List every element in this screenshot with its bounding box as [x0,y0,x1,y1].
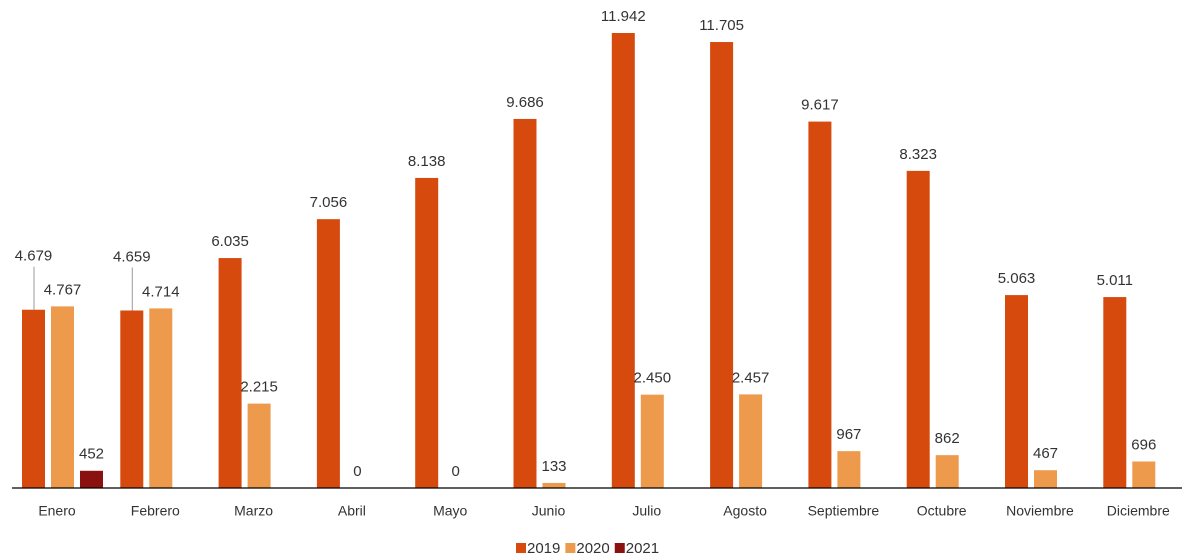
value-label: 11.705 [699,17,744,34]
bar [80,470,103,488]
value-label: 7.056 [310,194,348,211]
bar [51,306,74,488]
value-label: 967 [836,426,861,443]
x-tick-label: Noviembre [1006,503,1074,519]
value-label: 696 [1131,436,1156,453]
bar [316,219,340,488]
x-tick-label: Octubre [917,503,967,519]
value-label: 2.450 [634,370,672,387]
x-tick-label: Febrero [131,503,180,519]
value-label: 4.714 [142,283,180,300]
value-label: 452 [79,446,104,463]
value-label: 0 [452,463,460,480]
value-label: 862 [935,430,960,447]
value-label: 5.011 [1097,272,1133,289]
value-label: 467 [1033,445,1058,462]
x-tick-label: Diciembre [1107,503,1170,519]
bar [611,33,635,488]
legend-swatch [565,543,576,553]
value-label: 8.138 [408,153,446,170]
bar [247,403,271,488]
x-tick-label: Marzo [234,503,273,519]
legend-label: 2021 [626,540,659,557]
value-label: 133 [541,458,566,475]
bar [120,310,144,488]
bar [218,258,242,488]
value-label: 2.457 [732,369,770,386]
value-label: 4.679 [15,248,53,265]
x-tick-label: Enero [38,503,76,519]
bar [149,308,173,488]
bar [542,482,566,488]
bar [640,394,664,488]
value-label: 8.323 [899,146,937,163]
bar [710,42,734,488]
legend-label: 2020 [576,540,609,557]
value-label: 5.063 [998,270,1036,287]
bar [513,118,537,489]
bar [739,394,763,488]
value-label: 4.767 [44,281,82,298]
bar [1034,470,1057,488]
bar [935,455,959,488]
x-tick-label: Julio [632,503,661,519]
bar [22,309,45,488]
bar [808,121,832,488]
x-tick-label: Septiembre [808,503,880,519]
value-label: 9.686 [506,94,544,111]
bar [415,177,439,488]
x-tick-label: Abril [338,503,366,519]
bar [1103,297,1127,488]
value-label: 2.215 [240,379,278,396]
legend-swatch [614,543,625,553]
legend-label: 2019 [527,540,560,557]
x-tick-label: Agosto [723,503,767,519]
value-label: 9.617 [801,97,839,114]
bar [1132,461,1156,488]
value-label: 6.035 [211,233,249,250]
value-label: 11.942 [601,8,646,25]
x-tick-label: Mayo [433,503,467,519]
bar [837,451,861,488]
bar [1005,295,1028,488]
value-label: 4.659 [113,248,151,265]
value-label: 0 [353,463,361,480]
legend-swatch [516,543,526,553]
bar [906,170,930,488]
x-tick-label: Junio [532,503,566,519]
